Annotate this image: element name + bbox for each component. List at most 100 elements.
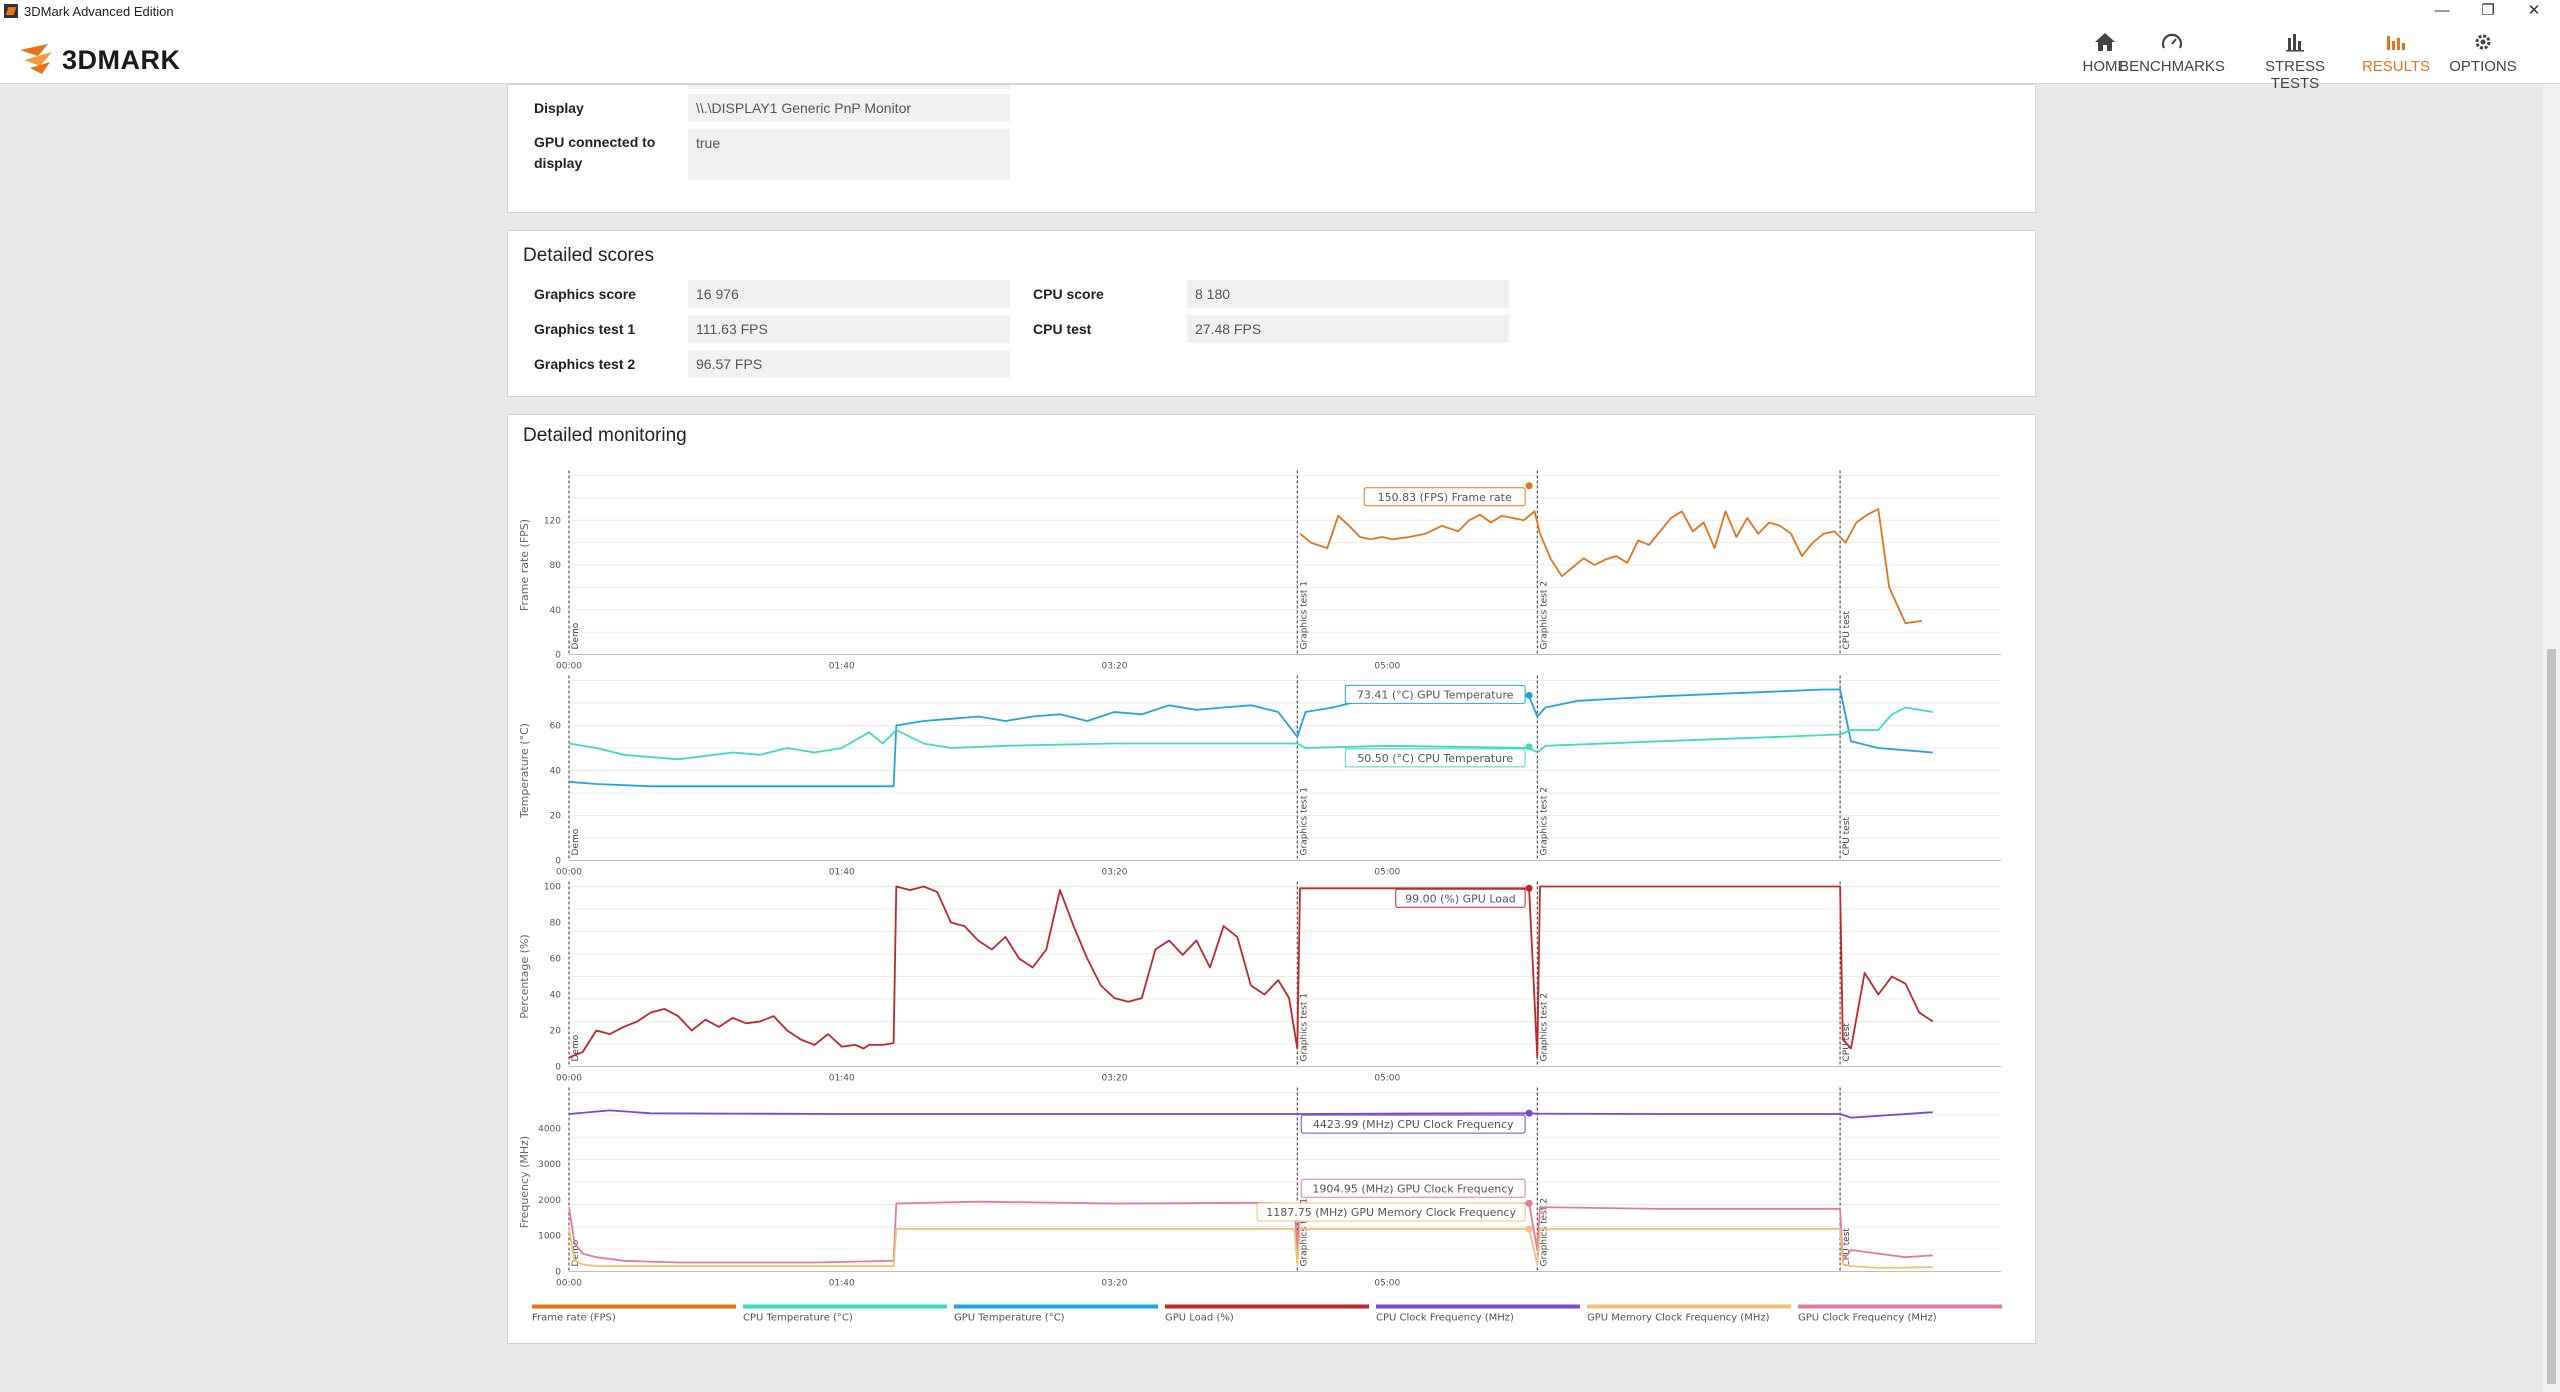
x-tick-label: 03:20 — [1102, 868, 1128, 878]
legend-label: Frame rate (FPS) — [532, 1313, 616, 1324]
scroll-thumb[interactable] — [2547, 649, 2556, 1384]
y-tick-label: 0 — [555, 857, 561, 867]
phase-marker-label: Graphics test 2 — [1539, 581, 1549, 649]
series-line — [568, 706, 1933, 761]
phase-marker-label: CPU test — [1842, 1228, 1852, 1267]
y-axis-title: Percentage (%) — [518, 934, 531, 1018]
chart-panel-3: 0 20 40 60 80 100 00:00 01:40 03:20 05:00 Percenta… — [518, 881, 2001, 1084]
y-tick-label: 60 — [550, 955, 562, 965]
tooltip-dot — [1525, 1225, 1533, 1233]
3dmark-logo[interactable]: 3DMARK — [18, 32, 218, 82]
gear-icon — [2475, 34, 2491, 50]
x-tick-label: 01:40 — [829, 662, 855, 672]
cpu-test-label: CPU test — [1033, 321, 1092, 337]
close-button[interactable]: ✕ — [2527, 2, 2541, 19]
detailed-monitoring-card: Detailed monitoring 0 40 80 120 00:00 01:40 03… — [507, 414, 2036, 1344]
tooltip-dot — [1525, 691, 1533, 699]
tooltip-box — [1395, 888, 1526, 908]
legend-label: GPU Temperature (°C) — [954, 1313, 1065, 1324]
x-tick-label: 01:40 — [829, 868, 855, 878]
legend-label: GPU Memory Clock Frequency (MHz) — [1587, 1313, 1770, 1324]
tooltip-box — [1344, 684, 1526, 704]
y-tick-label: 120 — [544, 516, 561, 526]
y-tick-label: 100 — [544, 883, 561, 893]
nav-benchmarks[interactable]: BENCHMARKS — [2112, 28, 2232, 82]
tooltip-box — [1256, 1202, 1526, 1222]
graphics-test-2-label: Graphics test 2 — [534, 356, 636, 372]
window-title: 3DMark Advanced Edition — [24, 4, 174, 19]
tooltip-text: 1187.75 (MHz) GPU Memory Clock Frequency — [1266, 1206, 1516, 1219]
legend-swatch — [1587, 1304, 1791, 1309]
nav-stress-tests[interactable]: STRESS TESTS — [2243, 28, 2347, 92]
nav-options[interactable]: OPTIONS — [2443, 28, 2523, 82]
graphics-test-2-value: 96.57 FPS — [688, 350, 1010, 378]
legend-swatch — [743, 1304, 947, 1309]
y-tick-label: 0 — [555, 1268, 561, 1278]
cpu-score-value: 8 180 — [1187, 280, 1509, 308]
phase-marker-label: Graphics test 2 — [1539, 993, 1549, 1061]
tooltip-box — [1363, 487, 1526, 507]
monitoring-charts[interactable]: 0 40 80 120 00:00 01:40 03:20 05:00 Frame rate (… — [508, 415, 2037, 1350]
x-tick-label: 00:00 — [556, 1074, 582, 1084]
minimize-button[interactable]: — — [2434, 2, 2450, 19]
restore-button[interactable]: ❐ — [2481, 2, 2495, 19]
app-header: 3DMARK HOME BENCHMARKS STRESS TESTS RESU… — [0, 22, 2560, 92]
x-tick-label: 05:00 — [1374, 1279, 1400, 1289]
phase-marker-label: Demo — [571, 1034, 581, 1061]
x-tick-label: 05:00 — [1374, 662, 1400, 672]
home-icon — [2095, 33, 2115, 51]
gpu-connected-label-line1: GPU connected to — [534, 134, 656, 150]
tooltip-text: 73.41 (°C) GPU Temperature — [1357, 688, 1514, 701]
chart-legend: Frame rate (FPS) CPU Temperature (°C) GPU … — [532, 1304, 2002, 1324]
y-axis-title: Frame rate (FPS) — [518, 519, 531, 611]
legend-swatch — [532, 1304, 736, 1309]
system-info-card: Display \\.\DISPLAY1 Generic PnP Monitor… — [507, 84, 2036, 213]
nav-home[interactable]: HOME — [2055, 28, 2155, 82]
tooltip-text: 1904.95 (MHz) GPU Clock Frequency — [1312, 1182, 1514, 1195]
nav-benchmarks-label: BENCHMARKS — [2119, 58, 2225, 75]
y-axis-title: Temperature (°C) — [518, 723, 531, 819]
nav-results-label: RESULTS — [2361, 58, 2431, 75]
phase-marker-label: CPU test — [1842, 1023, 1852, 1062]
tooltip-text: 50.50 (°C) CPU Temperature — [1357, 752, 1513, 765]
tooltip-text: 150.83 (FPS) Frame rate — [1378, 491, 1512, 504]
legend-label: CPU Clock Frequency (MHz) — [1376, 1313, 1514, 1324]
legend-label: GPU Load (%) — [1165, 1313, 1234, 1324]
y-tick-label: 3000 — [538, 1160, 561, 1170]
x-tick-label: 00:00 — [556, 868, 582, 878]
nav-results[interactable]: RESULTS — [2356, 28, 2436, 82]
legend-swatch — [1376, 1304, 1580, 1309]
y-tick-label: 40 — [550, 606, 562, 616]
graphics-test-1-value: 111.63 FPS — [688, 315, 1010, 343]
y-tick-label: 4000 — [538, 1124, 561, 1134]
phase-marker-label: Demo — [571, 622, 581, 649]
detailed-scores-title: Detailed scores — [523, 245, 654, 266]
nav-options-label: OPTIONS — [2449, 58, 2517, 75]
chart-panel-4: 0 1000 2000 3000 4000 00:00 01:40 03:20 05:00 Fre… — [518, 1087, 2001, 1289]
y-tick-label: 1000 — [538, 1232, 561, 1242]
logo-text: 3DMARK — [62, 45, 181, 75]
phase-marker-label: CPU test — [1842, 817, 1852, 856]
phase-marker-label: Graphics test 2 — [1539, 787, 1549, 855]
graphics-score-value: 16 976 — [688, 280, 1010, 308]
display-value: \\.\DISPLAY1 Generic PnP Monitor — [688, 94, 1010, 122]
y-tick-label: 80 — [550, 919, 562, 929]
results-bar-icon — [2387, 36, 2405, 50]
y-tick-label: 0 — [555, 1063, 561, 1073]
x-tick-label: 03:20 — [1102, 1074, 1128, 1084]
gpu-connected-value: true — [688, 129, 1010, 180]
x-tick-label: 01:40 — [829, 1279, 855, 1289]
tooltip-box — [1300, 1178, 1526, 1198]
vertical-scrollbar[interactable] — [2543, 84, 2560, 1392]
y-axis-title: Frequency (MHz) — [518, 1136, 531, 1228]
x-tick-label: 05:00 — [1374, 868, 1400, 878]
y-tick-label: 60 — [550, 722, 562, 732]
tooltip-dot — [1525, 743, 1533, 751]
phase-marker-label: Graphics test 1 — [1299, 787, 1309, 855]
bar-chart-icon — [2286, 34, 2304, 52]
tooltip-box — [1344, 748, 1526, 768]
tooltip-text: 4423.99 (MHz) CPU Clock Frequency — [1313, 1118, 1514, 1131]
x-tick-label: 03:20 — [1102, 662, 1128, 672]
phase-marker-label: Graphics test 2 — [1539, 1198, 1549, 1266]
chart-panel-2: 0 20 40 60 00:00 01:40 03:20 05:00 Temperature (… — [518, 675, 2001, 878]
